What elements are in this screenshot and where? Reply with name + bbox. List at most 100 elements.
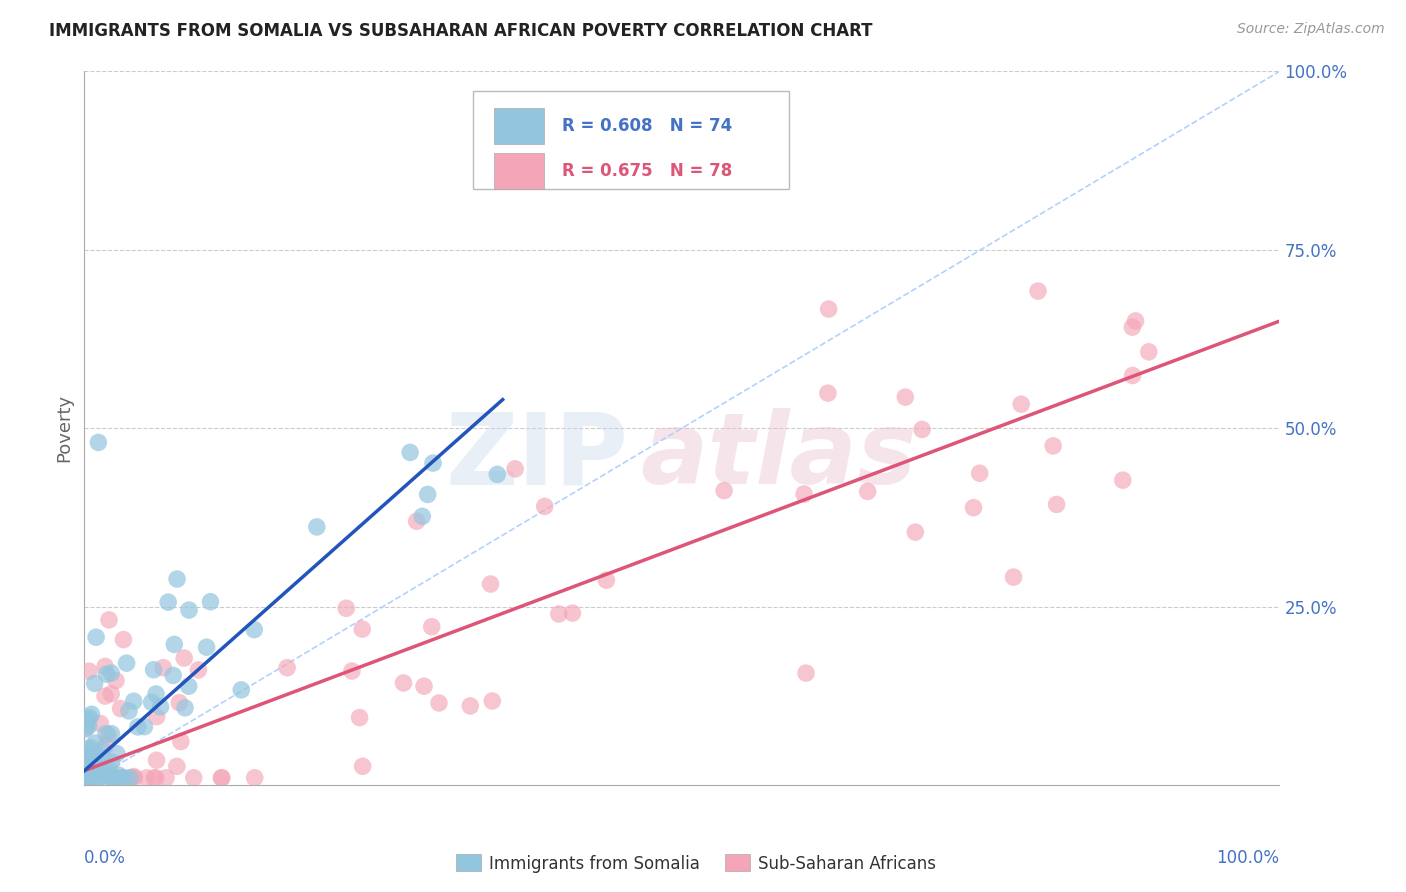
Point [533, 500, 555, 514]
Point [79, 742, 101, 756]
Text: R = 0.675   N = 78: R = 0.675 N = 78 [562, 162, 733, 180]
Point [420, 620, 443, 634]
Point [96, 667, 118, 681]
Point [1121, 320, 1143, 334]
Point [75, 771, 97, 785]
Point [595, 573, 617, 587]
Point [122, 694, 145, 708]
Point [1002, 570, 1025, 584]
Point [481, 694, 503, 708]
Point [100, 687, 122, 701]
Point [479, 577, 502, 591]
Point [157, 595, 180, 609]
Point [904, 525, 927, 540]
Point [96, 765, 118, 780]
Point [84, 771, 107, 785]
Point [135, 771, 157, 785]
Point [75, 759, 97, 773]
Bar [495, 153, 544, 189]
Point [143, 771, 166, 785]
Point [76, 754, 98, 768]
Point [94, 739, 117, 753]
Point [349, 710, 371, 724]
Text: 100.0%: 100.0% [1216, 849, 1279, 867]
Point [100, 727, 122, 741]
Point [80, 759, 103, 773]
Point [142, 663, 165, 677]
Point [166, 759, 188, 773]
Point [166, 572, 188, 586]
Point [87, 766, 110, 780]
Point [105, 747, 128, 761]
Point [352, 622, 374, 636]
Point [76, 713, 98, 727]
Point [94, 689, 117, 703]
Point [458, 698, 481, 713]
Point [340, 664, 363, 678]
Point [94, 659, 117, 673]
Point [77, 719, 100, 733]
Point [75, 722, 97, 736]
Point [503, 462, 526, 476]
Point [399, 445, 422, 459]
Point [794, 666, 817, 681]
Point [152, 661, 174, 675]
Point [77, 664, 100, 678]
Point [75, 721, 97, 735]
Point [145, 709, 167, 723]
Point [91, 743, 114, 757]
Text: R = 0.608   N = 74: R = 0.608 N = 74 [562, 118, 733, 136]
Point [174, 701, 197, 715]
Point [911, 422, 934, 436]
Point [155, 771, 177, 785]
Text: Source: ZipAtlas.com: Source: ZipAtlas.com [1237, 22, 1385, 37]
Point [75, 747, 97, 762]
Point [80, 707, 103, 722]
Point [115, 656, 138, 670]
Point [101, 771, 124, 785]
Point [817, 301, 839, 316]
Point [163, 637, 186, 651]
Point [561, 606, 583, 620]
Point [110, 701, 132, 715]
Point [98, 613, 121, 627]
Point [1026, 284, 1049, 298]
Point [405, 514, 427, 528]
Point [86, 771, 108, 785]
Point [243, 771, 266, 785]
Point [209, 771, 232, 785]
Point [101, 771, 124, 785]
Point [79, 740, 101, 755]
Point [82, 756, 104, 770]
Point [1112, 473, 1135, 487]
Point [413, 679, 436, 693]
Point [112, 632, 135, 647]
Point [122, 770, 145, 784]
Point [969, 467, 991, 481]
Point [231, 682, 253, 697]
Point [87, 435, 110, 450]
Point [793, 487, 815, 501]
Point [145, 753, 167, 767]
Point [75, 716, 97, 731]
Point [83, 750, 105, 764]
Point [305, 520, 328, 534]
Point [97, 728, 120, 742]
Point [80, 769, 103, 783]
Point [145, 771, 167, 785]
Point [1125, 314, 1147, 328]
Point [75, 748, 97, 763]
Point [1122, 368, 1144, 383]
Y-axis label: Poverty: Poverty [55, 394, 73, 462]
Point [145, 687, 167, 701]
Point [177, 679, 200, 693]
Point [89, 716, 111, 731]
Point [100, 666, 122, 681]
Point [173, 651, 195, 665]
Point [276, 661, 298, 675]
Point [75, 771, 97, 785]
Point [187, 663, 209, 677]
Point [162, 668, 184, 682]
FancyBboxPatch shape [472, 91, 790, 189]
Point [75, 771, 97, 785]
